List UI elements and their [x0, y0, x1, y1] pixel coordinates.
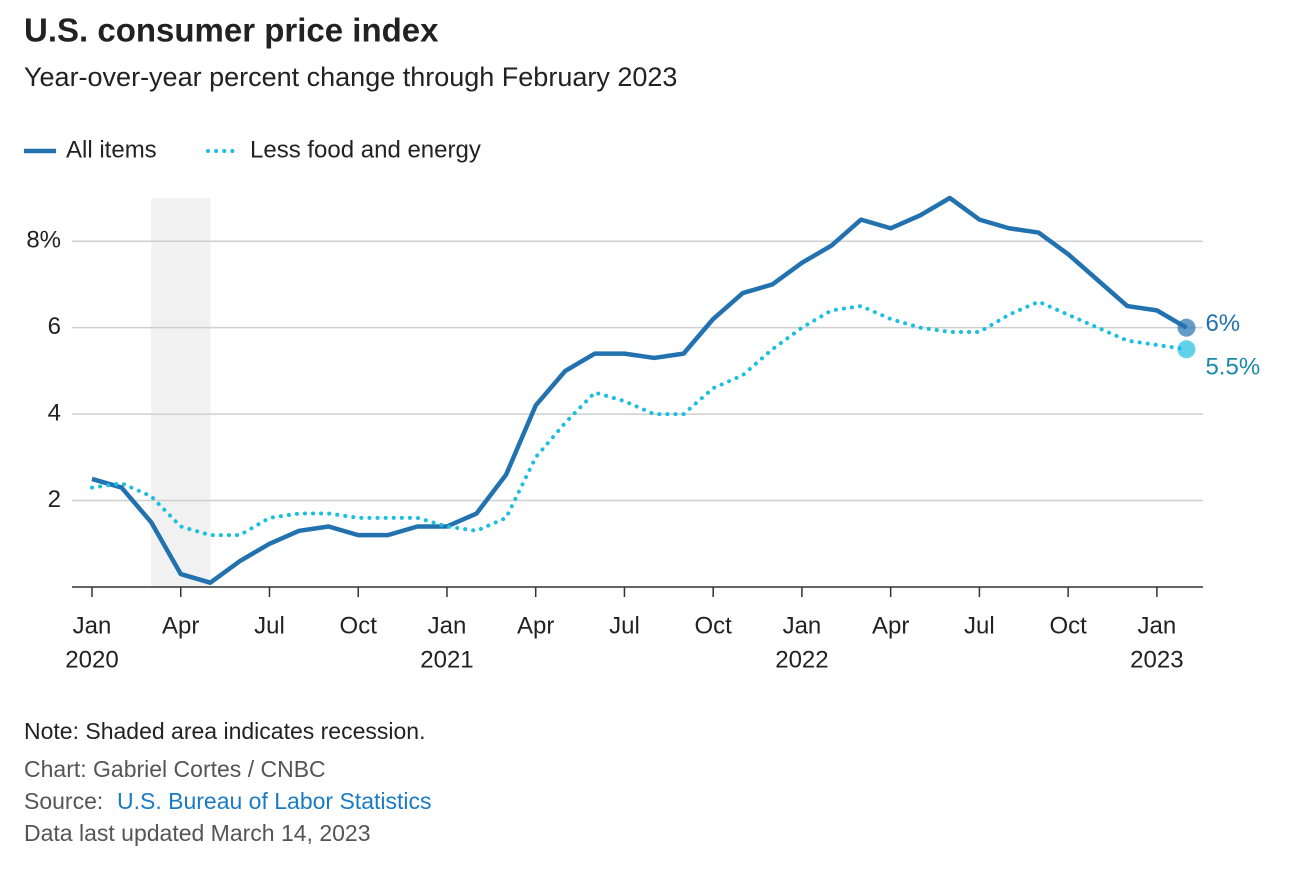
y-tick-label: 2: [48, 486, 61, 513]
x-tick-label: Apr: [162, 612, 199, 639]
legend-label: All items: [66, 136, 157, 163]
x-tick-label: Jan: [428, 612, 467, 639]
x-tick-label: Oct: [1049, 612, 1087, 639]
x-year-label: 2023: [1130, 646, 1183, 673]
x-tick-label: Jul: [254, 612, 285, 639]
chart-subtitle: Year-over-year percent change through Fe…: [24, 62, 677, 92]
x-tick-label: Apr: [517, 612, 554, 639]
x-tick-label: Oct: [695, 612, 733, 639]
chart-title: U.S. consumer price index: [24, 12, 439, 49]
x-tick-label: Jul: [609, 612, 640, 639]
x-year-label: 2020: [65, 646, 118, 673]
series-line: [91, 195, 1188, 585]
y-tick-label: 6: [48, 313, 61, 340]
x-tick-label: Jul: [964, 612, 995, 639]
x-year-label: 2021: [420, 646, 473, 673]
x-tick-label: Oct: [340, 612, 378, 639]
value-label: 6%: [1205, 310, 1240, 337]
end-point: [1177, 318, 1196, 337]
x-tick-label: Jan: [783, 612, 822, 639]
y-tick-label: 8%: [26, 227, 61, 254]
credit: Chart: Gabriel Cortes / CNBC: [24, 756, 326, 782]
note: Note: Shaded area indicates recession.: [24, 718, 425, 744]
source-link[interactable]: U.S. Bureau of Labor Statistics: [117, 788, 432, 814]
source-prefix: Source:: [24, 788, 103, 814]
x-tick-label: Jan: [1138, 612, 1177, 639]
x-tick-label: Apr: [872, 612, 909, 639]
value-label: 5.5%: [1205, 354, 1260, 381]
end-point: [1177, 340, 1196, 359]
updated: Data last updated March 14, 2023: [24, 820, 371, 846]
y-tick-label: 4: [48, 399, 61, 426]
legend-label: Less food and energy: [250, 136, 481, 163]
recession-shade: [151, 198, 211, 587]
series-line: [90, 299, 1189, 538]
x-year-label: 2022: [775, 646, 828, 673]
x-tick-label: Jan: [73, 612, 112, 639]
